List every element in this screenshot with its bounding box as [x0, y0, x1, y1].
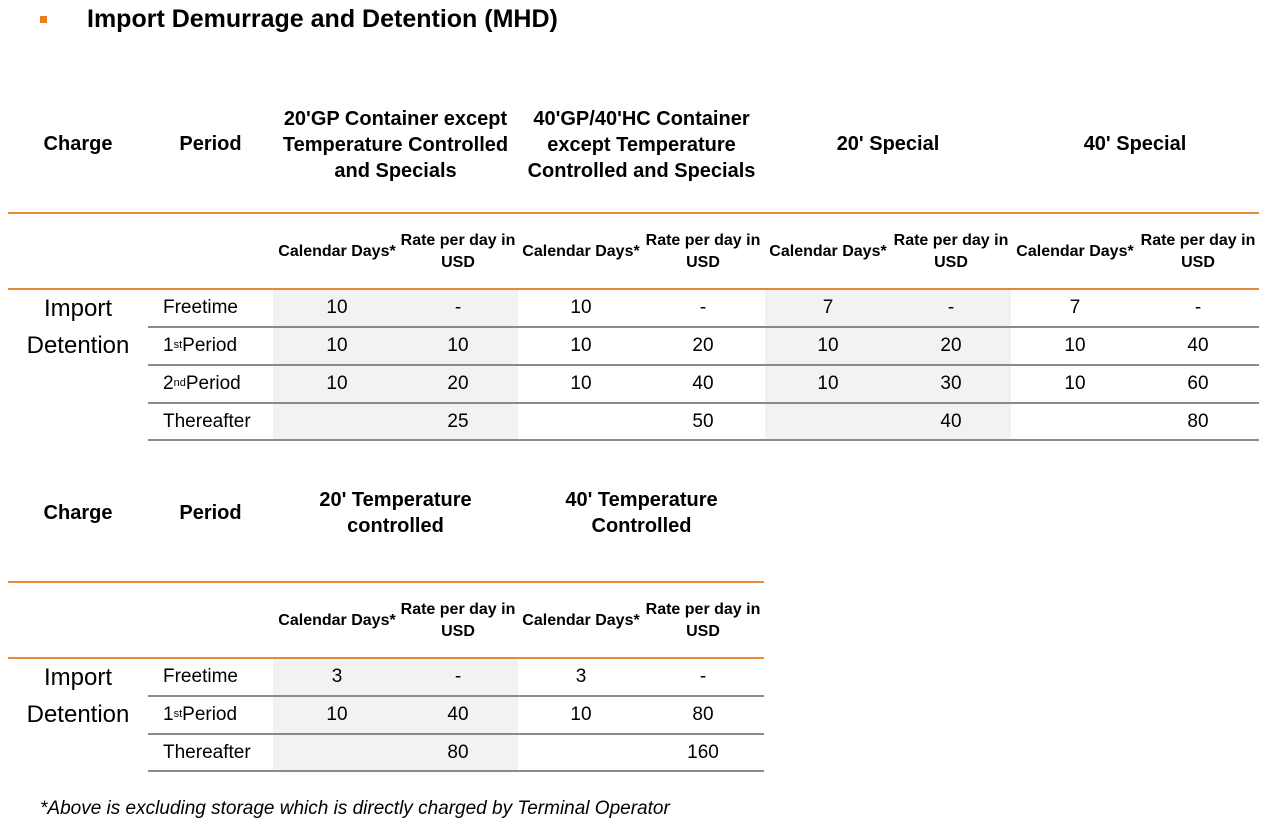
value-cell: 80: [1187, 410, 1209, 432]
value-cell: 50: [692, 410, 714, 432]
charge-label: Import Detention: [26, 295, 130, 359]
period-header: Period: [179, 133, 242, 155]
value-cell: 10: [326, 373, 348, 394]
bullet-icon: [40, 15, 47, 23]
period-cell: Thereafter: [163, 410, 251, 432]
page-header: Import Demurrage and Detention (MHD): [40, 2, 558, 36]
group-header: 20' Special: [836, 133, 940, 155]
subheader-rate: Rate per day in USD: [645, 601, 761, 640]
charge-label: Import Detention: [26, 664, 130, 728]
value-cell: -: [699, 297, 707, 318]
value-cell: 40: [940, 410, 962, 432]
charge-header: Charge: [43, 502, 113, 524]
row-divider: [148, 364, 1259, 366]
subheader-rate: Rate per day in USD: [645, 232, 761, 271]
subheader-days: Calendar Days*: [1016, 243, 1134, 260]
value-cell: [522, 404, 640, 439]
subheader-days: Calendar Days*: [769, 243, 887, 260]
value-cell: 40: [447, 704, 469, 725]
header-divider: [8, 212, 1259, 214]
value-cell: 10: [570, 704, 592, 725]
value-cell: -: [454, 297, 462, 318]
header-divider: [8, 581, 764, 583]
row-divider: [148, 402, 1259, 404]
value-cell: 80: [447, 741, 469, 763]
value-cell: 60: [1187, 373, 1209, 394]
subheader-rate: Rate per day in USD: [400, 601, 516, 640]
group-header: 20'GP Container except Temperature Contr…: [282, 108, 509, 182]
value-cell: 3: [331, 666, 343, 687]
period-header: Period: [179, 502, 242, 524]
row-divider: [148, 770, 764, 772]
value-cell: 10: [817, 335, 839, 356]
row-divider: [148, 326, 1259, 328]
row-divider: [148, 695, 764, 697]
group-header: 40' Special: [1083, 133, 1187, 155]
value-cell: [1016, 404, 1134, 439]
value-cell: 40: [1187, 335, 1209, 356]
value-cell: -: [1194, 297, 1202, 318]
value-cell: 3: [575, 666, 587, 687]
period-cell: Thereafter: [163, 741, 251, 763]
group-header: 40' Temperature Controlled: [565, 489, 718, 537]
value-cell: 40: [692, 373, 714, 394]
value-cell: 7: [822, 297, 834, 318]
row-divider: [148, 439, 1259, 441]
subheader-divider: [8, 288, 1259, 290]
value-cell: -: [947, 297, 955, 318]
group-header: 20' Temperature controlled: [319, 489, 472, 537]
value-cell: [278, 404, 396, 439]
value-cell: 10: [1064, 373, 1086, 394]
subheader-days: Calendar Days*: [522, 243, 640, 260]
value-cell: 160: [687, 741, 719, 763]
value-cell: 30: [940, 373, 962, 394]
charge-header: Charge: [43, 133, 113, 155]
subheader-days: Calendar Days*: [278, 243, 396, 260]
value-cell: 20: [940, 335, 962, 356]
value-cell: 7: [1069, 297, 1081, 318]
period-cell: Freetime: [163, 297, 238, 318]
value-cell: [278, 735, 396, 770]
subheader-rate: Rate per day in USD: [893, 232, 1009, 271]
value-cell: 10: [817, 373, 839, 394]
subheader-days: Calendar Days*: [278, 612, 396, 629]
value-cell: 10: [447, 335, 469, 356]
value-cell: 10: [570, 373, 592, 394]
subheader-days: Calendar Days*: [522, 612, 640, 629]
subheader-rate: Rate per day in USD: [400, 232, 516, 271]
value-cell: 10: [326, 335, 348, 356]
value-cell: 20: [447, 373, 469, 394]
value-cell: [522, 735, 640, 770]
value-cell: 80: [692, 704, 714, 725]
value-cell: 10: [326, 704, 348, 725]
subheader-rate: Rate per day in USD: [1140, 232, 1256, 271]
value-cell: -: [454, 666, 462, 687]
value-cell: 25: [447, 410, 469, 432]
footnote: *Above is excluding storage which is dir…: [40, 798, 670, 819]
page-title: Import Demurrage and Detention (MHD): [87, 4, 558, 33]
group-header: 40'GP/40'HC Container except Temperature…: [527, 108, 756, 182]
shaded-column-group: [273, 659, 518, 771]
period-cell: Freetime: [163, 666, 238, 687]
value-cell: 20: [692, 335, 714, 356]
value-cell: [769, 404, 887, 439]
value-cell: 10: [326, 297, 348, 318]
row-divider: [148, 733, 764, 735]
value-cell: -: [699, 666, 707, 687]
value-cell: 10: [1064, 335, 1086, 356]
value-cell: 10: [570, 335, 592, 356]
subheader-divider: [8, 657, 764, 659]
value-cell: 10: [570, 297, 592, 318]
